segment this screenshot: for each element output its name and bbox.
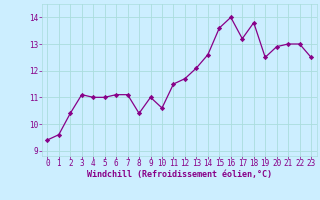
X-axis label: Windchill (Refroidissement éolien,°C): Windchill (Refroidissement éolien,°C) <box>87 170 272 179</box>
